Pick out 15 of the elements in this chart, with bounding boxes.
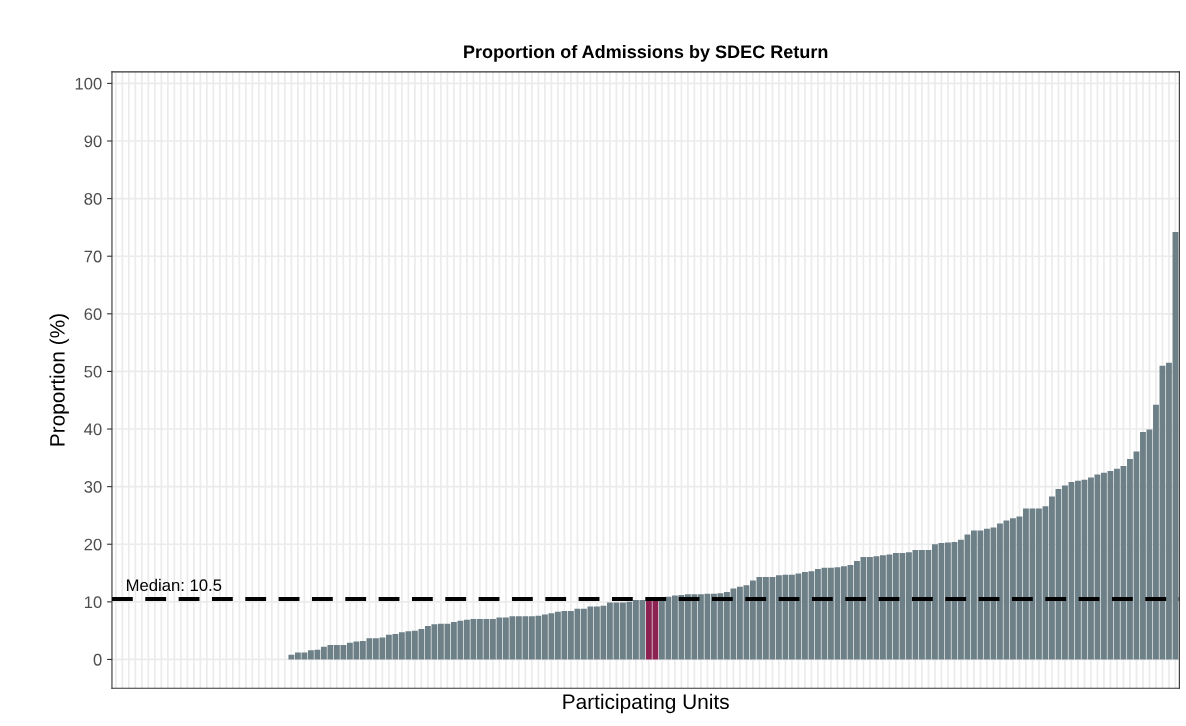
- y-tick-label: 10: [84, 596, 102, 609]
- y-tick-label: 50: [84, 365, 102, 378]
- y-tick-label: 100: [75, 77, 102, 90]
- y-tick-label: 60: [84, 308, 102, 321]
- y-tick-label: 40: [84, 423, 102, 436]
- y-tick-label: 90: [84, 135, 102, 148]
- chart-title: Proportion of Admissions by SDEC Return: [464, 44, 828, 62]
- y-tick-label: 20: [84, 538, 102, 551]
- y-tick-label: 70: [84, 250, 102, 263]
- y-axis-title: Proportion (%): [49, 314, 69, 446]
- y-tick-label: 0: [93, 653, 102, 666]
- y-tick-label: 30: [84, 481, 102, 493]
- y-tick-label: 80: [84, 193, 102, 205]
- ref-line-label: Median: 10.5: [126, 578, 222, 592]
- x-axis-title: Participating Units: [563, 693, 729, 714]
